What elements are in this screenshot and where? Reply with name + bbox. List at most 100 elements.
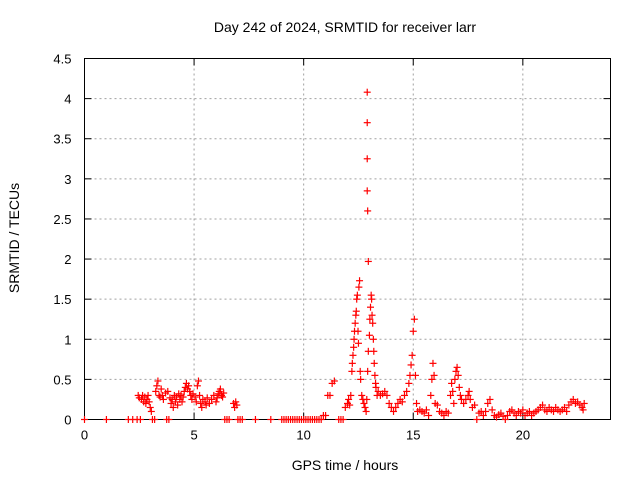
y-tick-label: 1 [64,332,71,347]
data-point [425,411,433,419]
data-point [142,399,150,407]
data-point [153,382,161,390]
data-point [351,319,359,327]
data-point [233,401,241,409]
data-point [447,391,455,399]
data-point [433,401,441,409]
data-point [392,403,400,411]
data-point [364,207,372,215]
data-point [356,367,364,375]
x-tick-label: 5 [190,428,197,443]
data-point [539,401,547,409]
data-point [202,401,210,409]
data-point [473,416,481,423]
data-point [479,411,487,419]
data-point [363,395,371,403]
data-point [360,399,368,407]
data-point [361,403,369,411]
data-point [430,371,438,379]
data-point [560,403,568,411]
data-point [413,399,421,407]
y-tick-label: 0 [64,413,71,428]
data-points [81,88,588,423]
data-point [403,387,411,395]
data-point [203,394,211,402]
x-axis-title: GPS time / hours [292,457,399,473]
data-point [465,387,473,395]
data-point [348,359,356,367]
data-point [356,277,364,285]
data-point [152,387,160,395]
data-point [381,387,389,395]
data-point [471,401,479,409]
x-tick-label: 20 [516,428,530,443]
data-point [525,407,533,415]
data-point [339,416,347,423]
data-point [464,391,472,399]
data-point [580,399,588,407]
data-point [147,407,155,415]
data-point [341,403,349,411]
data-point [400,391,408,399]
data-point [369,319,377,327]
data-point [136,416,144,423]
data-point [444,409,452,417]
data-point [364,367,372,375]
grid [84,58,611,420]
data-point [326,391,334,399]
data-point [219,393,227,401]
data-point [193,382,201,390]
data-point [145,398,153,406]
data-point [159,395,167,403]
data-point [484,399,492,407]
data-point [383,391,391,399]
data-point [454,371,462,379]
data-point [322,411,330,419]
y-tick-label: 4 [64,92,71,107]
data-point [366,315,374,323]
data-point [390,407,398,415]
data-point [451,375,459,383]
y-tick-label: 2.5 [53,212,71,227]
data-point [346,401,354,409]
data-point [519,406,527,414]
data-point [352,307,360,315]
data-point [345,395,353,403]
data-point [225,416,233,423]
data-point [408,351,416,359]
chart-title: Day 242 of 2024, SRMTID for receiver lar… [214,19,477,35]
data-point [455,383,463,391]
y-tick-label: 2 [64,252,71,267]
data-point [370,347,378,355]
axis-ticks: 0 0.5 1 1.5 2 2.5 3 3.5 4 4.5 0 5 10 15 20 [53,52,611,443]
data-point [370,359,378,367]
data-point [371,371,379,379]
data-point [410,315,418,323]
data-point [350,343,358,351]
data-point [363,88,371,96]
data-point [501,416,509,423]
data-point [422,406,430,414]
y-tick-label: 0.5 [53,372,71,387]
data-point [448,379,456,387]
data-point [512,411,520,419]
data-point [350,335,358,343]
data-point [362,407,370,415]
data-point [197,399,205,407]
plot-frame [84,58,611,420]
data-point [456,391,464,399]
data-point [151,416,159,423]
x-tick-label: 10 [296,428,310,443]
data-point [367,303,375,311]
data-point [154,377,162,385]
data-point [427,391,435,399]
data-point [330,377,338,385]
data-point [201,398,209,406]
data-point [364,257,372,265]
data-point [205,399,213,407]
data-point [194,377,202,385]
data-point [503,411,511,419]
data-point [488,406,496,414]
data-point [81,416,88,423]
